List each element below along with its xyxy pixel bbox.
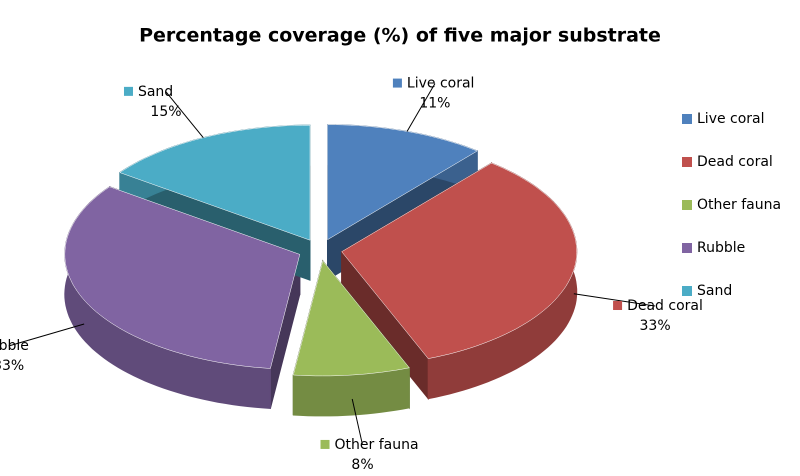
data-label-value: 8% — [351, 457, 373, 473]
slice-tops — [64, 124, 577, 377]
legend-swatch — [682, 200, 692, 210]
legend-swatch — [682, 243, 692, 253]
legend-swatch — [682, 114, 692, 124]
leader-line — [573, 293, 656, 307]
legend-label: Dead coral — [697, 154, 773, 170]
data-label-value: 33% — [640, 318, 671, 334]
legend-swatch — [682, 157, 692, 167]
data-label-value: 33% — [0, 358, 24, 374]
chart-title: Percentage coverage (%) of five major su… — [139, 25, 661, 47]
data-label-name: Rubble — [0, 338, 29, 354]
pie-slice — [341, 162, 577, 359]
leader-line — [8, 323, 85, 347]
legend-label: Sand — [697, 283, 732, 299]
leader-line — [351, 398, 364, 446]
label-swatch — [320, 439, 330, 449]
data-label-name: Dead coral — [627, 298, 703, 314]
leader-line — [406, 83, 436, 132]
pie-slice — [292, 260, 410, 377]
pie-slice — [64, 186, 301, 369]
pie-slice — [327, 124, 478, 241]
data-label-value: 11% — [419, 96, 450, 112]
data-label-name: Other fauna — [335, 437, 419, 453]
label-swatch — [613, 301, 623, 311]
data-label-value: 15% — [150, 104, 181, 120]
legend-swatch — [682, 286, 692, 296]
data-label-name: Live coral — [407, 76, 475, 92]
legend-label: Rubble — [697, 240, 745, 256]
leader-line — [165, 91, 204, 139]
legend-label: Other fauna — [697, 197, 781, 213]
label-swatch — [123, 86, 133, 96]
data-label-name: Sand — [138, 84, 173, 100]
label-swatch — [392, 78, 402, 88]
legend-label: Live coral — [697, 111, 765, 127]
